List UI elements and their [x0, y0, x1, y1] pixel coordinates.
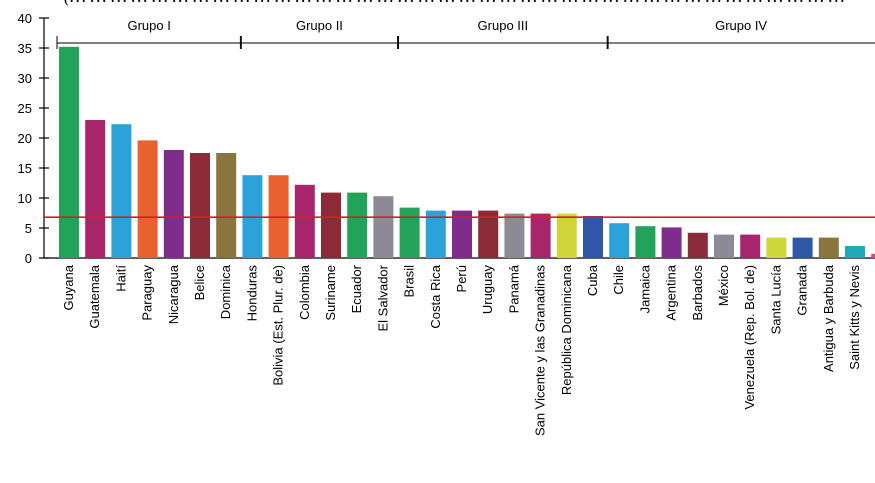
category-label: Brasil: [402, 265, 417, 298]
bars: [59, 46, 875, 258]
category-label: Bolivia (Est. Plur. de): [271, 265, 286, 386]
category-label: Argentina: [664, 264, 679, 320]
bar: [399, 207, 420, 258]
bar: [530, 213, 551, 258]
bar: [59, 46, 79, 258]
bar: [163, 150, 184, 258]
bar: [425, 210, 446, 258]
category-label: Guyana: [61, 264, 76, 310]
category-label: Antigua y Barbuda: [821, 264, 836, 372]
y-tick-label: 0: [25, 251, 32, 266]
bar: [294, 184, 315, 258]
category-label: Jamaica: [637, 264, 652, 313]
category-label: Perú: [454, 265, 469, 292]
group-label: Grupo III: [478, 18, 529, 33]
category-label: Costa Rica: [428, 264, 443, 328]
category-labels: Guyana Guatemala Haití Paraguay Nicaragua Bel…: [61, 264, 875, 436]
category-label: Guatemala: [87, 264, 102, 328]
bar: [818, 237, 839, 258]
y-tick-label: 25: [18, 101, 32, 116]
bar: [111, 124, 132, 258]
bar: [190, 153, 210, 258]
bar: [556, 213, 577, 258]
y-tick-label: 30: [18, 71, 32, 86]
group-label: Grupo II: [296, 18, 343, 33]
category-label: Granada: [795, 264, 810, 315]
bar: [635, 226, 656, 258]
category-label: Trinidad y Tabago: [873, 265, 875, 368]
bar: [373, 196, 394, 258]
bar: [478, 210, 499, 258]
category-label: Haití: [113, 265, 128, 292]
category-label: Belice: [192, 265, 207, 300]
category-label: Paraguay: [140, 265, 155, 321]
category-label: Barbados: [690, 265, 705, 321]
category-label: Santa Lucía: [768, 264, 783, 334]
category-label: Cuba: [585, 264, 600, 296]
bar: [661, 227, 682, 258]
category-label: El Salvador: [375, 264, 390, 331]
bar: [583, 216, 603, 258]
bar: [347, 192, 368, 258]
bar: [504, 213, 525, 258]
category-label: Ecuador: [349, 264, 364, 313]
y-tick-label: 20: [18, 131, 32, 146]
category-label: Suriname: [323, 265, 338, 321]
bar: [714, 234, 734, 258]
chart-caption: (… … … … … … … … … … … … … … … … … … … ……: [64, 0, 845, 7]
category-label: Colombia: [297, 264, 312, 320]
category-label: República Dominicana: [559, 264, 574, 395]
category-label: Honduras: [244, 265, 259, 322]
y-tick-label: 5: [25, 221, 32, 236]
bar: [609, 223, 630, 258]
category-label: Nicaragua: [166, 264, 181, 324]
category-label: México: [716, 265, 731, 306]
y-tick-label: 35: [18, 41, 32, 56]
bar: [452, 210, 472, 258]
bar: [137, 140, 158, 258]
category-label: Venezuela (Rep. Bol. de): [742, 265, 757, 410]
bar: [845, 246, 865, 258]
bar: [321, 192, 341, 258]
y-tick-label: 40: [18, 11, 32, 26]
category-label: Panamá: [506, 264, 521, 313]
category-label: Dominica: [218, 264, 233, 319]
y-tick-label: 15: [18, 161, 32, 176]
bar: [85, 120, 106, 258]
category-label: San Vicente y las Granadinas: [533, 265, 548, 437]
group-label: Grupo I: [127, 18, 170, 33]
bar: [687, 232, 708, 258]
group-label: Grupo IV: [715, 18, 767, 33]
bar: [216, 153, 237, 258]
bar: [792, 237, 813, 258]
y-tick-label: 10: [18, 191, 32, 206]
category-label: Uruguay: [480, 265, 495, 315]
category-label: Chile: [611, 265, 626, 295]
bar: [871, 253, 875, 258]
category-label: Saint Kitts y Nevis: [847, 265, 862, 370]
group-brackets: Grupo I Grupo II Grupo III Grupo IV: [56, 18, 875, 49]
bar: [766, 237, 787, 258]
bar: [740, 234, 761, 258]
